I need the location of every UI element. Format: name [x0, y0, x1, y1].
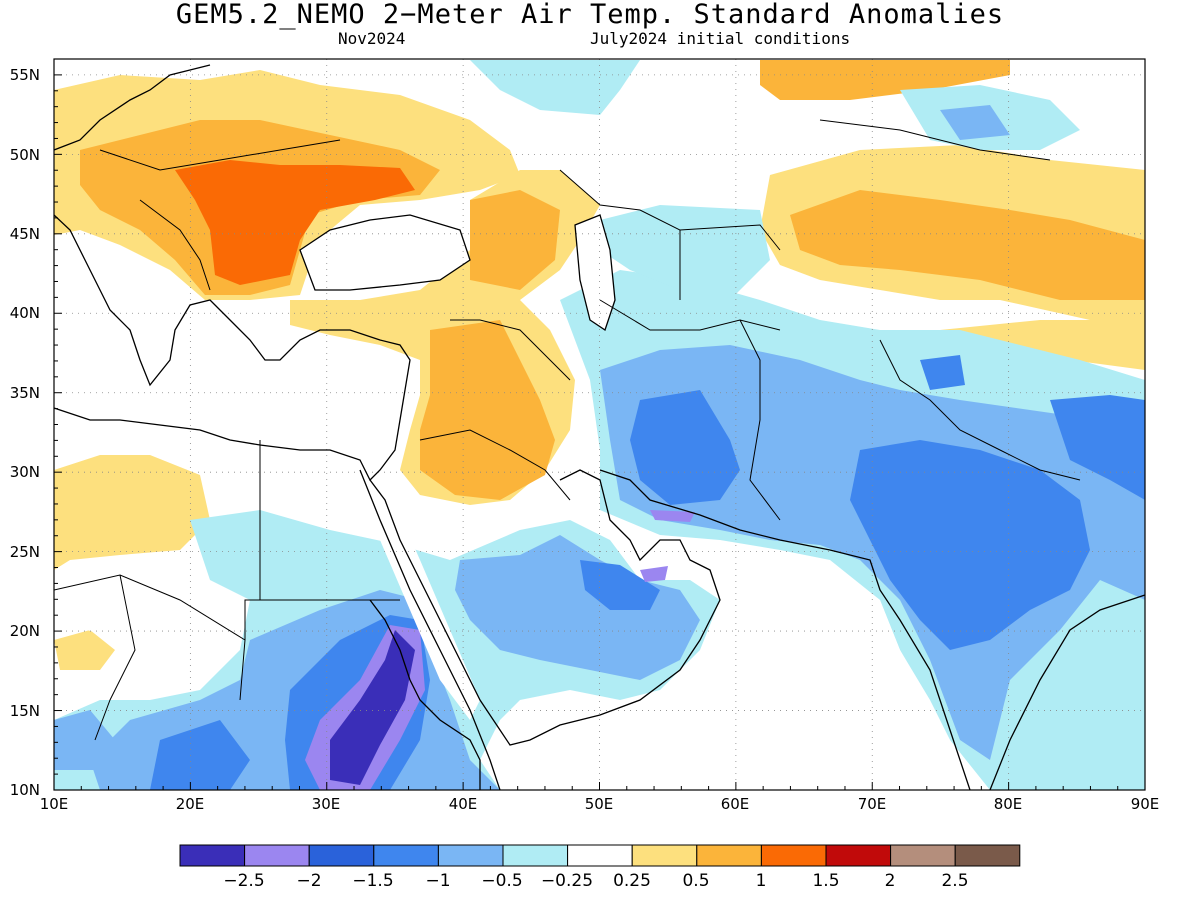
lat-label: 40N [10, 304, 40, 322]
colorbar-label: 2.5 [941, 871, 968, 891]
colorbar-label: 1 [756, 871, 767, 891]
warm-region-caucasus [470, 190, 560, 290]
colorbar-label: −2.5 [223, 871, 264, 891]
colorbar-swatch [437, 844, 504, 867]
lat-label: 10N [10, 781, 40, 799]
lat-label: 30N [10, 463, 40, 481]
colorbar-swatch [244, 844, 310, 867]
anomaly-field [54, 59, 1145, 790]
cool-region-northeast-core [940, 105, 1010, 140]
colorbar-swatch [373, 844, 439, 867]
cool-region-east-africa-2 [150, 720, 250, 790]
colorbar-label: 2 [885, 871, 896, 891]
borders [54, 119, 1081, 741]
cool-region-south-asia [600, 345, 1145, 760]
warm-region-kazakhstan [760, 60, 1010, 100]
lat-label: 25N [10, 543, 40, 561]
colorbar-swatch [954, 844, 1021, 867]
coastlines [54, 64, 1145, 790]
warm-region-central-asia-core [790, 190, 1145, 300]
lon-axis-labels: 10E 20E 30E 40E 50E 60E 70E 80E 90E [40, 795, 1160, 813]
colorbar [179, 844, 1021, 867]
sahara-white [54, 560, 200, 640]
colorbar-label: −1 [425, 871, 450, 891]
colorbar-label: −2 [296, 871, 321, 891]
cool-region-india-core [630, 390, 740, 505]
warm-region-chad [54, 630, 115, 670]
cool-region-west-africa [54, 710, 115, 770]
lon-label: 10E [40, 795, 69, 813]
lon-label: 30E [312, 795, 341, 813]
colorbar-swatch [696, 844, 762, 867]
lat-label: 45N [10, 225, 40, 243]
colorbar-swatch [179, 844, 246, 867]
caspian-sea [575, 215, 615, 330]
lat-label: 15N [10, 702, 40, 720]
colorbar-swatch [890, 844, 956, 867]
cool-region-caspian [600, 205, 770, 300]
colorbar-label: 1.5 [812, 871, 839, 891]
warm-region-sahara [54, 455, 210, 570]
cool-region-arabia-core [580, 560, 660, 610]
colorbar-labels: −2.5 −2 −1.5 −1 −0.5 −0.25 0.25 0.5 1 1.… [223, 871, 968, 891]
lon-label: 90E [1131, 795, 1160, 813]
colorbar-swatch [502, 844, 569, 867]
lon-label: 20E [176, 795, 205, 813]
tick-marks [53, 58, 1146, 791]
cool-region-gulf-strong [650, 510, 695, 522]
map-title: GEM5.2_NEMO 2−Meter Air Temp. Standard A… [175, 0, 1005, 30]
lon-label: 40E [449, 795, 478, 813]
cool-region-east [1050, 395, 1145, 500]
lat-label: 20N [10, 622, 40, 640]
lat-label: 55N [10, 66, 40, 84]
colorbar-label: 0.25 [613, 871, 651, 891]
colorbar-swatch [825, 844, 892, 867]
strong-warm-region-romania [175, 160, 415, 285]
mediterranean [54, 295, 400, 450]
lon-label: 50E [585, 795, 614, 813]
cool-region-sudan-extreme [330, 630, 415, 785]
colorbar-label: −1.5 [352, 871, 393, 891]
subtitle-month: Nov2024 [338, 29, 406, 48]
warm-region-iraq [420, 320, 555, 500]
lat-label: 50N [10, 146, 40, 164]
lon-label: 80E [994, 795, 1023, 813]
subtitle-init: July2024 initial conditions [590, 29, 851, 48]
cool-region-india [850, 440, 1090, 650]
cool-region-arabia [455, 535, 700, 680]
cool-region-himalaya [920, 355, 965, 390]
colorbar-swatch [631, 844, 698, 867]
lat-axis-labels: 55N 50N 45N 40N 35N 30N 25N 20N 15N 10N [10, 66, 40, 799]
colorbar-swatch [760, 844, 827, 867]
red-sea [360, 480, 480, 720]
colorbar-swatch [308, 844, 375, 867]
lon-label: 70E [858, 795, 887, 813]
cool-region-gulf-oman [640, 566, 668, 582]
colorbar-label: 0.5 [682, 871, 709, 891]
lon-label: 60E [721, 795, 750, 813]
cool-region-north [470, 60, 640, 115]
colorbar-label: −0.5 [481, 871, 522, 891]
colorbar-swatch [567, 844, 633, 867]
arabian-sea [520, 555, 960, 790]
colorbar-label: −0.25 [541, 871, 593, 891]
lat-label: 35N [10, 384, 40, 402]
